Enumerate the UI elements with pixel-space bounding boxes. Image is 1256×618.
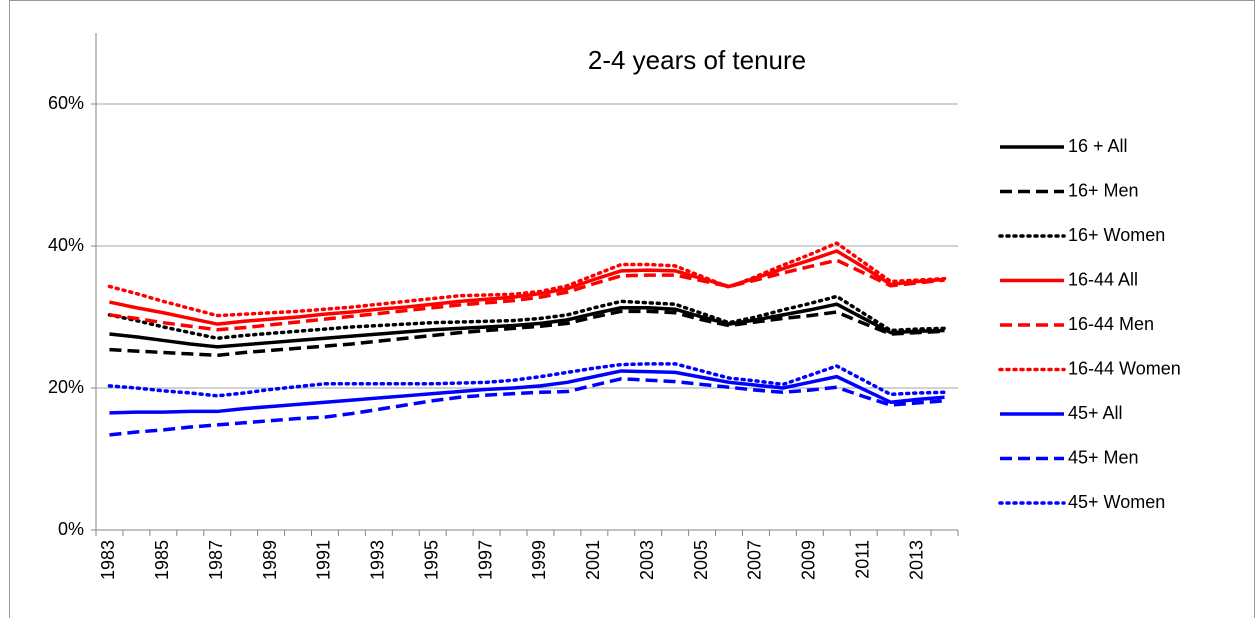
x-tick-label: 2001 — [583, 540, 603, 580]
y-tick-label: 40% — [48, 235, 84, 255]
series-line — [109, 369, 945, 415]
chart-title: 2-4 years of tenure — [588, 45, 806, 75]
legend-label: 45+ All — [1068, 403, 1123, 423]
series-line — [109, 309, 945, 358]
legend-label: 16-44 Men — [1068, 314, 1154, 334]
legend-label: 16 + All — [1068, 136, 1128, 156]
x-tick-label: 1991 — [314, 540, 334, 580]
y-tick-label: 60% — [48, 93, 84, 113]
y-tick-label: 0% — [58, 519, 84, 539]
x-tick-label: 2007 — [745, 540, 765, 580]
series-line — [109, 249, 945, 326]
x-tick-label: 1989 — [260, 540, 280, 580]
x-tick-label: 1995 — [421, 540, 441, 580]
x-tick-label: 1997 — [475, 540, 495, 580]
series-line — [107, 241, 947, 318]
legend-label: 16-44 All — [1068, 269, 1138, 289]
series-line — [107, 294, 947, 341]
series-line — [109, 258, 945, 332]
legend-label: 45+ Men — [1068, 447, 1139, 467]
x-tick-label: 2009 — [799, 540, 819, 580]
series-line — [107, 362, 947, 398]
legend-label: 16+ Women — [1068, 225, 1165, 245]
legend-label: 16+ Men — [1068, 180, 1139, 200]
x-tick-label: 1987 — [206, 540, 226, 580]
x-tick-label: 2011 — [852, 540, 872, 579]
chart-frame — [9, 0, 1255, 618]
series-line — [109, 302, 945, 349]
x-tick-label: 1999 — [529, 540, 549, 580]
x-tick-label: 2005 — [691, 540, 711, 580]
x-tick-label: 2003 — [637, 540, 657, 580]
x-tick-label: 1983 — [98, 540, 118, 580]
legend-label: 16-44 Women — [1068, 358, 1181, 378]
series-line — [109, 377, 945, 437]
x-tick-label: 1993 — [368, 540, 388, 580]
x-tick-label: 1985 — [152, 540, 172, 580]
legend-label: 45+ Women — [1068, 492, 1165, 512]
y-tick-label: 20% — [48, 377, 84, 397]
x-tick-label: 2013 — [906, 540, 926, 580]
